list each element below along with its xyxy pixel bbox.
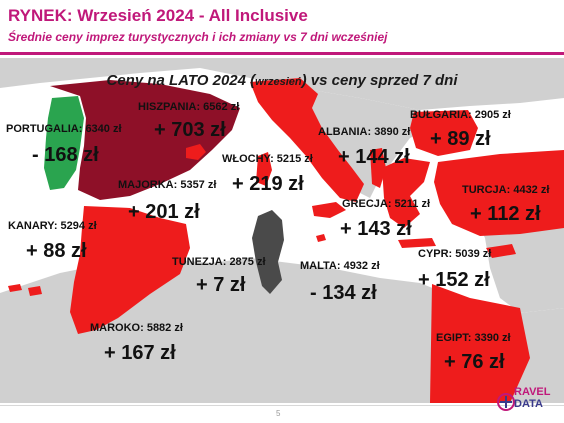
change-maroko: + 167 zł	[104, 342, 176, 364]
logo-mark-icon	[497, 393, 515, 411]
region-hiszpania	[50, 80, 240, 200]
change-portugalia: - 168 zł	[32, 144, 99, 166]
label-maroko: MAROKO: 5882 zł	[90, 322, 183, 334]
header-title: RYNEK: Wrzesień 2024 - All Inclusive	[8, 6, 308, 25]
label-majorka: MAJORKA: 5357 zł	[118, 179, 217, 191]
map-background	[0, 58, 564, 403]
chart-title: Ceny na LATO 2024 (wrzesień) vs ceny spr…	[106, 72, 458, 89]
change-albania: + 144 zł	[338, 146, 410, 168]
label-hiszpania: HISZPANIA: 6562 zł	[138, 101, 240, 113]
change-grecja: + 143 zł	[340, 218, 412, 240]
footer-divider	[0, 405, 564, 406]
label-grecja: GRECJA: 5211 zł	[342, 198, 431, 210]
header-subtitle: Średnie ceny imprez turystycznych i ich …	[8, 30, 388, 44]
map-chart: Ceny na LATO 2024 (wrzesień) vs ceny spr…	[0, 58, 564, 403]
region-maroko	[70, 206, 190, 334]
region-majorka	[186, 144, 206, 160]
label-kanary: KANARY: 5294 zł	[8, 220, 97, 232]
label-albania: ALBANIA: 3890 zł	[318, 126, 411, 138]
change-hiszpania: + 703 zł	[154, 119, 226, 141]
region-albania	[370, 148, 386, 188]
region-grecja	[382, 158, 430, 228]
region-wlochy	[250, 78, 364, 202]
label-portugalia: PORTUGALIA: 6340 zł	[6, 123, 122, 135]
region-bulgaria	[410, 110, 478, 156]
change-wlochy: + 219 zł	[232, 173, 304, 195]
region-crete	[398, 238, 436, 248]
region-kanary-2	[28, 286, 42, 296]
change-bulgaria: + 89 zł	[430, 128, 491, 150]
region-egipt	[430, 284, 530, 403]
label-wlochy: WŁOCHY: 5215 zł	[222, 153, 313, 165]
region-portugalia	[44, 96, 84, 190]
logo-text-line2: DATA	[514, 398, 543, 410]
logo-text-line1: RAVEL	[514, 386, 551, 398]
region-malta	[316, 234, 326, 242]
traveldata-logo: RAVEL DATA	[496, 386, 562, 420]
region-turcja	[434, 150, 564, 236]
change-malta: - 134 zł	[310, 282, 377, 304]
change-majorka: + 201 zł	[128, 201, 200, 223]
region-cypr	[486, 244, 516, 258]
change-tunezja: + 7 zł	[196, 274, 246, 296]
label-turcja: TURCJA: 4432 zł	[462, 184, 550, 196]
header-divider	[0, 52, 564, 55]
label-tunezja: TUNEZJA: 2875 zł	[172, 256, 266, 268]
region-sicily	[312, 202, 346, 218]
region-kanary	[8, 284, 22, 292]
label-bulgaria: BUŁGARIA: 2905 zł	[410, 109, 511, 121]
region-tunezja	[252, 210, 284, 294]
change-turcja: + 112 zł	[470, 203, 541, 225]
label-malta: MALTA: 4932 zł	[300, 260, 380, 272]
land-balkans	[300, 88, 430, 198]
label-cypr: CYPR: 5039 zł	[418, 248, 492, 260]
region-sardinia	[256, 152, 272, 186]
label-egipt: EGIPT: 3390 zł	[436, 332, 511, 344]
change-cypr: + 152 zł	[418, 269, 490, 291]
page-number: 5	[276, 409, 281, 418]
change-kanary: + 88 zł	[26, 240, 87, 262]
change-egipt: + 76 zł	[444, 351, 505, 373]
